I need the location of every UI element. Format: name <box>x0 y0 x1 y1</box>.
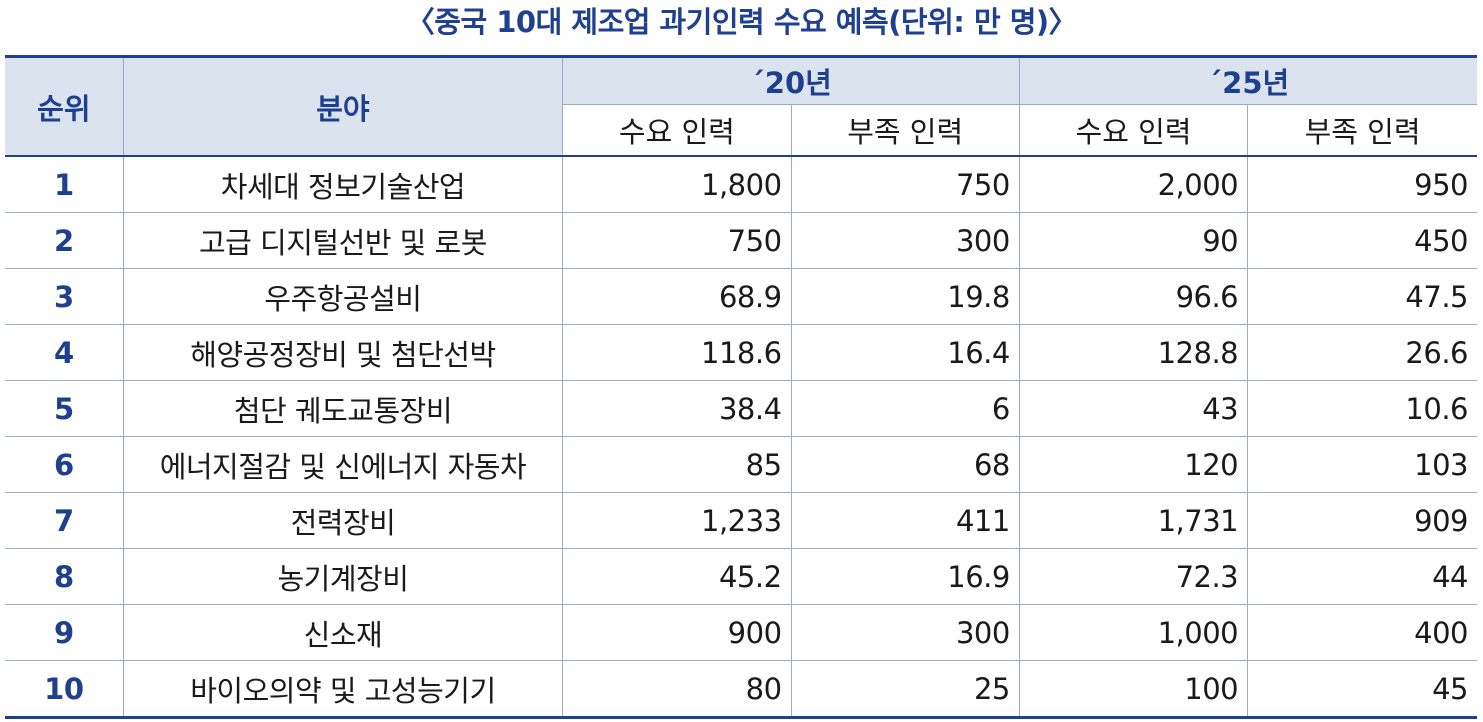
rank-cell: 8 <box>5 548 124 605</box>
table-row: 8 농기계장비 45.2 16.9 72.3 44 <box>5 548 1477 605</box>
rank-cell: 7 <box>5 492 124 549</box>
shortage-2020-cell: 16.4 <box>791 324 1020 381</box>
demand-2020-header: 수요 인력 <box>562 104 792 157</box>
demand-2025-cell: 2,000 <box>1019 156 1249 213</box>
table-body: 1 차세대 정보기술산업 1,800 750 2,000 950 2 고급 디지… <box>5 156 1477 719</box>
demand-2020-cell: 118.6 <box>562 324 792 381</box>
shortage-2025-cell: 44 <box>1247 548 1477 605</box>
rank-cell: 6 <box>5 436 124 493</box>
field-cell: 고급 디지털선반 및 로봇 <box>123 212 564 269</box>
rank-cell: 5 <box>5 380 124 437</box>
demand-2025-cell: 128.8 <box>1019 324 1249 381</box>
table-row: 3 우주항공설비 68.9 19.8 96.6 47.5 <box>5 268 1477 325</box>
shortage-2025-cell: 909 <box>1247 492 1477 549</box>
table-row: 2 고급 디지털선반 및 로봇 750 300 90 450 <box>5 212 1477 269</box>
demand-2025-cell: 1,000 <box>1019 604 1249 661</box>
demand-2025-cell: 100 <box>1019 660 1249 719</box>
table-row: 4 해양공정장비 및 첨단선박 118.6 16.4 128.8 26.6 <box>5 324 1477 381</box>
demand-2025-header: 수요 인력 <box>1019 104 1249 157</box>
demand-2025-cell: 96.6 <box>1019 268 1249 325</box>
field-cell: 해양공정장비 및 첨단선박 <box>123 324 564 381</box>
demand-2025-cell: 72.3 <box>1019 548 1249 605</box>
field-cell: 농기계장비 <box>123 548 564 605</box>
demand-2020-cell: 68.9 <box>562 268 792 325</box>
table-row: 10 바이오의약 및 고성능기기 80 25 100 45 <box>5 660 1477 719</box>
shortage-2025-header: 부족 인력 <box>1247 104 1477 157</box>
demand-2020-cell: 38.4 <box>562 380 792 437</box>
shortage-2025-cell: 400 <box>1247 604 1477 661</box>
header-row-years: 순위 분야 ´20년 ´25년 <box>5 55 1477 157</box>
table-header: 순위 분야 ´20년 ´25년 수요 인력 부족 인력 수요 인력 부족 인력 <box>5 55 1477 157</box>
shortage-2020-cell: 300 <box>791 604 1020 661</box>
table-row: 5 첨단 궤도교통장비 38.4 6 43 10.6 <box>5 380 1477 437</box>
shortage-2025-cell: 45 <box>1247 660 1477 719</box>
table-row: 6 에너지절감 및 신에너지 자동차 85 68 120 103 <box>5 436 1477 493</box>
shortage-2020-cell: 19.8 <box>791 268 1020 325</box>
table-row: 1 차세대 정보기술산업 1,800 750 2,000 950 <box>5 156 1477 213</box>
demand-2020-cell: 1,800 <box>562 156 792 213</box>
field-cell: 신소재 <box>123 604 564 661</box>
demand-2025-cell: 1,731 <box>1019 492 1249 549</box>
shortage-2020-cell: 750 <box>791 156 1020 213</box>
forecast-table: 순위 분야 ´20년 ´25년 수요 인력 부족 인력 수요 인력 부족 인력 … <box>5 55 1477 719</box>
field-cell: 에너지절감 및 신에너지 자동차 <box>123 436 564 493</box>
demand-2020-cell: 80 <box>562 660 792 719</box>
demand-2020-cell: 1,233 <box>562 492 792 549</box>
demand-2020-cell: 750 <box>562 212 792 269</box>
rank-cell: 10 <box>5 660 124 719</box>
shortage-2020-cell: 300 <box>791 212 1020 269</box>
shortage-2025-cell: 26.6 <box>1247 324 1477 381</box>
shortage-2025-cell: 103 <box>1247 436 1477 493</box>
table-title: 〈중국 10대 제조업 과기인력 수요 예측(단위: 만 명)〉 <box>405 5 1078 39</box>
shortage-2020-cell: 411 <box>791 492 1020 549</box>
table-row: 7 전력장비 1,233 411 1,731 909 <box>5 492 1477 549</box>
shortage-2020-header: 부족 인력 <box>791 104 1020 157</box>
shortage-2020-cell: 25 <box>791 660 1020 719</box>
year-2025-header: ´25년 <box>1019 55 1477 105</box>
shortage-2025-cell: 950 <box>1247 156 1477 213</box>
field-cell: 바이오의약 및 고성능기기 <box>123 660 564 719</box>
field-cell: 우주항공설비 <box>123 268 564 325</box>
shortage-2025-cell: 450 <box>1247 212 1477 269</box>
rank-cell: 4 <box>5 324 124 381</box>
demand-2020-cell: 900 <box>562 604 792 661</box>
rank-cell: 2 <box>5 212 124 269</box>
demand-2020-cell: 85 <box>562 436 792 493</box>
demand-2020-cell: 45.2 <box>562 548 792 605</box>
rank-cell: 9 <box>5 604 124 661</box>
demand-2025-cell: 90 <box>1019 212 1249 269</box>
demand-2025-cell: 43 <box>1019 380 1249 437</box>
shortage-2025-cell: 10.6 <box>1247 380 1477 437</box>
shortage-2020-cell: 16.9 <box>791 548 1020 605</box>
table-row: 9 신소재 900 300 1,000 400 <box>5 604 1477 661</box>
rank-cell: 3 <box>5 268 124 325</box>
shortage-2020-cell: 6 <box>791 380 1020 437</box>
shortage-2025-cell: 47.5 <box>1247 268 1477 325</box>
shortage-2020-cell: 68 <box>791 436 1020 493</box>
field-header: 분야 <box>123 55 564 157</box>
demand-2025-cell: 120 <box>1019 436 1249 493</box>
field-cell: 첨단 궤도교통장비 <box>123 380 564 437</box>
field-cell: 차세대 정보기술산업 <box>123 156 564 213</box>
rank-cell: 1 <box>5 156 124 213</box>
year-2020-header: ´20년 <box>562 55 1020 105</box>
rank-header: 순위 <box>5 55 124 157</box>
header-row-types: 수요 인력 부족 인력 수요 인력 부족 인력 <box>5 104 1477 157</box>
field-cell: 전력장비 <box>123 492 564 549</box>
